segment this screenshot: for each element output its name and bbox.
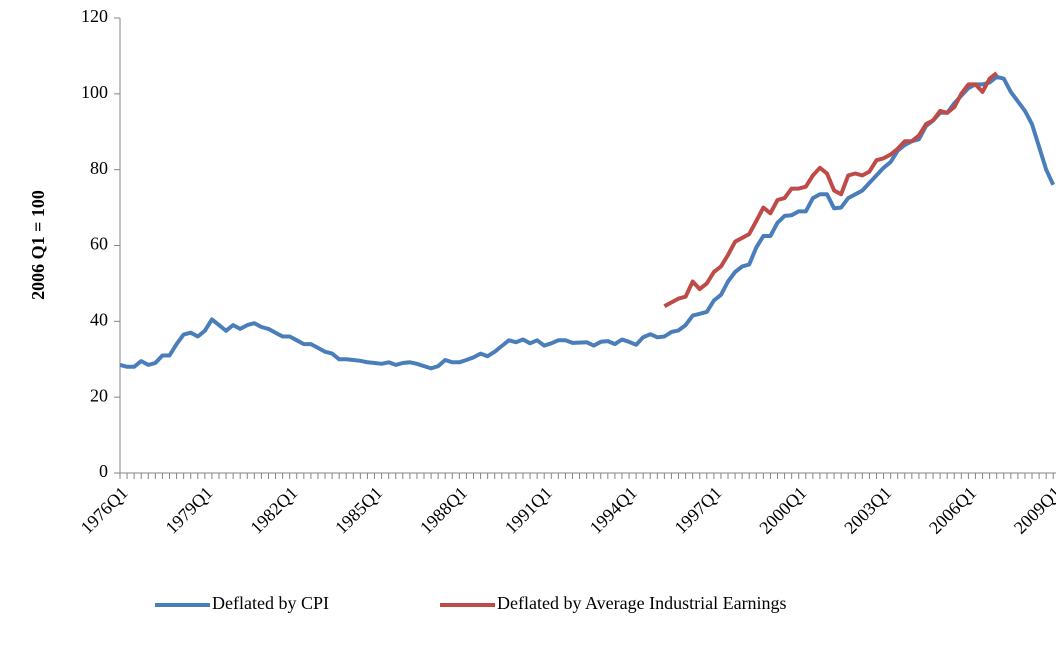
- x-tick-label: 1994Q1: [586, 483, 641, 538]
- y-tick-label: 80: [90, 158, 108, 178]
- series-line: [663, 71, 998, 308]
- y-axis-label: 2006 Q1 = 100: [28, 190, 48, 300]
- legend-label: Deflated by Average Industrial Earnings: [497, 593, 787, 613]
- series-line: [119, 74, 1056, 371]
- x-tick-label: 1988Q1: [416, 483, 471, 538]
- x-tick-label: 2000Q1: [755, 483, 810, 538]
- x-tick-label: 1979Q1: [161, 483, 216, 538]
- x-tick-label: 2009Q1: [1010, 483, 1056, 538]
- y-tick-label: 100: [81, 82, 108, 102]
- legend-label: Deflated by CPI: [212, 593, 329, 613]
- y-tick-label: 20: [90, 385, 108, 405]
- x-tick-label: 1976Q1: [77, 483, 132, 538]
- y-tick-label: 60: [90, 234, 108, 254]
- x-tick-label: 1997Q1: [670, 483, 725, 538]
- x-tick-label: 1982Q1: [246, 483, 301, 538]
- x-tick-label: 2003Q1: [840, 483, 895, 538]
- y-tick-label: 0: [99, 461, 108, 481]
- y-tick-label: 120: [81, 6, 108, 26]
- x-tick-label: 1985Q1: [331, 483, 386, 538]
- y-tick-label: 40: [90, 309, 108, 329]
- x-tick-label: 2006Q1: [925, 483, 980, 538]
- x-tick-label: 1991Q1: [501, 483, 556, 538]
